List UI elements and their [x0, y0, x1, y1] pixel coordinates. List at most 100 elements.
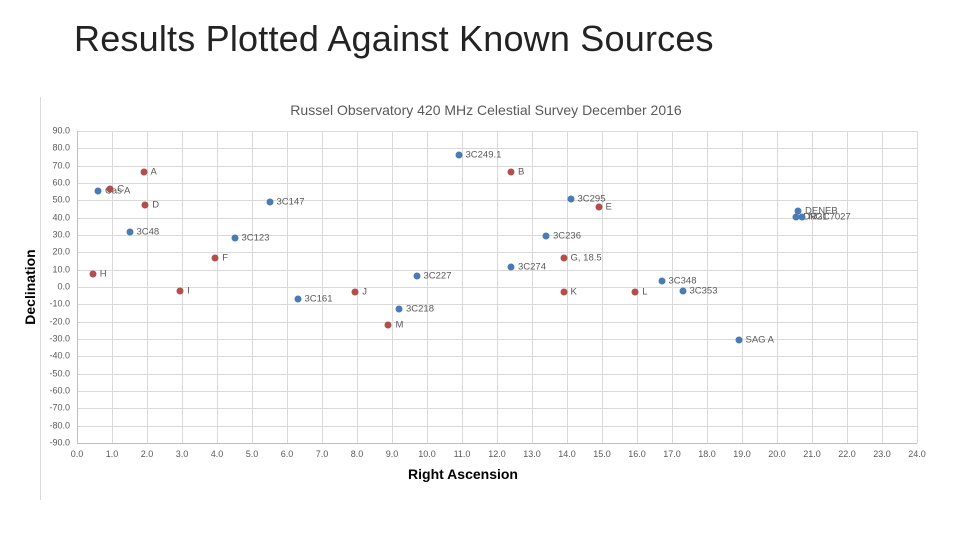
data-point-label: 3C123 — [241, 231, 270, 243]
x-tick-label: 24.0 — [908, 449, 926, 459]
data-point-label: 3C236 — [553, 230, 581, 242]
data-point-label: DENEB — [805, 204, 838, 216]
data-point-survey_results[interactable] — [384, 321, 392, 329]
x-tick-label: 5.0 — [245, 449, 259, 459]
data-point-known_sources[interactable] — [455, 151, 462, 159]
data-point-survey_results[interactable] — [560, 254, 567, 262]
y-tick-label: -80.0 — [49, 420, 70, 431]
x-tick-label: 19.0 — [733, 449, 751, 459]
x-axis-line — [77, 443, 917, 444]
y-tick-label: 70.0 — [52, 160, 70, 171]
gridline-vertical — [602, 131, 603, 443]
y-tick-label: 30.0 — [52, 229, 70, 240]
data-point-known_sources[interactable] — [413, 272, 420, 280]
data-point-survey_results[interactable] — [560, 288, 567, 296]
y-axis-line — [77, 131, 78, 443]
gridline-vertical — [216, 131, 218, 443]
data-point-label: 3C161 — [304, 293, 333, 305]
data-point-label: 3C227 — [423, 269, 452, 281]
gridline-vertical — [111, 131, 113, 443]
data-point-label: 3C348 — [668, 275, 697, 287]
data-point-known_sources[interactable] — [266, 198, 273, 206]
data-point-known_sources[interactable] — [507, 263, 515, 271]
data-point-label: L — [642, 286, 648, 298]
x-axis-title: Right Ascension — [408, 466, 518, 482]
gridline-vertical — [917, 131, 918, 443]
y-tick-label: -60.0 — [49, 385, 70, 396]
gridline-vertical — [742, 131, 743, 443]
data-point-known_sources[interactable] — [794, 207, 802, 215]
data-point-label: M — [395, 319, 404, 331]
y-tick-label: -20.0 — [49, 316, 70, 327]
gridline-vertical — [707, 131, 708, 443]
data-point-label: K — [570, 286, 577, 298]
x-tick-label: 9.0 — [385, 449, 399, 459]
data-point-known_sources[interactable] — [679, 287, 686, 295]
data-point-survey_results[interactable] — [351, 288, 359, 296]
gridline-vertical — [672, 131, 673, 443]
gridline-vertical — [182, 131, 183, 443]
data-point-survey_results[interactable] — [89, 270, 97, 278]
y-tick-label: -30.0 — [49, 333, 70, 344]
gridline-vertical — [287, 131, 288, 443]
data-point-known_sources[interactable] — [658, 277, 665, 285]
chart-frame-border — [40, 97, 41, 500]
x-tick-label: 16.0 — [628, 449, 646, 459]
data-point-known_sources[interactable] — [395, 305, 403, 313]
data-point-survey_results[interactable] — [140, 168, 147, 176]
gridline-vertical — [392, 131, 393, 443]
data-point-survey_results[interactable] — [211, 254, 219, 262]
y-tick-label: 10.0 — [52, 264, 70, 275]
y-tick-label: 40.0 — [52, 212, 70, 223]
gridline-vertical — [427, 131, 428, 443]
data-point-known_sources[interactable] — [735, 336, 742, 344]
data-point-known_sources[interactable] — [798, 213, 805, 221]
y-tick-label: 90.0 — [52, 125, 70, 136]
gridline-vertical — [356, 131, 358, 443]
data-point-known_sources[interactable] — [126, 228, 133, 236]
gridline-vertical — [146, 131, 148, 443]
y-tick-label: 0.0 — [57, 281, 70, 292]
x-tick-label: 1.0 — [105, 449, 119, 459]
data-point-survey_results[interactable] — [631, 288, 639, 296]
x-tick-label: 20.0 — [768, 449, 786, 459]
data-point-label: 3C295 — [577, 192, 606, 204]
data-point-known_sources[interactable] — [294, 295, 301, 303]
x-tick-label: 18.0 — [698, 449, 716, 459]
data-point-label: B — [518, 165, 525, 177]
data-point-label: 3C218 — [406, 302, 434, 314]
y-axis-title: Declination — [22, 249, 38, 325]
data-point-survey_results[interactable] — [507, 168, 515, 176]
data-point-label: F — [222, 251, 229, 263]
data-point-label: Cas A — [105, 185, 131, 197]
y-tick-label: 80.0 — [52, 142, 70, 153]
gridline-vertical — [497, 131, 498, 443]
plot-area: 90.0 80.0 70.0 60.0 50.0 40.0 30.0 20.0 10.0 0.0-… — [49, 126, 925, 459]
data-point-known_sources[interactable] — [792, 213, 800, 221]
y-tick-label: -70.0 — [49, 402, 70, 413]
gridline-vertical — [812, 131, 813, 443]
data-point-label: 3C48 — [136, 226, 160, 238]
x-tick-label: 10.0 — [418, 449, 436, 459]
data-point-survey_results[interactable] — [176, 287, 184, 295]
data-point-survey_results[interactable] — [595, 203, 602, 211]
data-point-known_sources[interactable] — [542, 232, 550, 240]
data-point-label: NGC7027 — [808, 211, 851, 223]
data-point-survey_results[interactable] — [141, 201, 149, 209]
gridline-vertical — [462, 131, 463, 443]
x-tick-label: 7.0 — [315, 449, 329, 459]
x-tick-label: 2.0 — [140, 449, 154, 459]
x-tick-label: 17.0 — [663, 449, 681, 459]
y-tick-label: -50.0 — [49, 368, 70, 379]
data-point-known_sources[interactable] — [94, 187, 102, 195]
gridline-vertical — [847, 131, 848, 443]
data-point-survey_results[interactable] — [106, 185, 114, 193]
x-tick-label: 22.0 — [838, 449, 856, 459]
data-point-known_sources[interactable] — [231, 234, 238, 242]
gridline-vertical — [532, 131, 533, 443]
data-point-known_sources[interactable] — [567, 195, 574, 203]
data-point-label: 3C249.1 — [465, 149, 502, 161]
x-tick-label: 11.0 — [453, 449, 471, 459]
